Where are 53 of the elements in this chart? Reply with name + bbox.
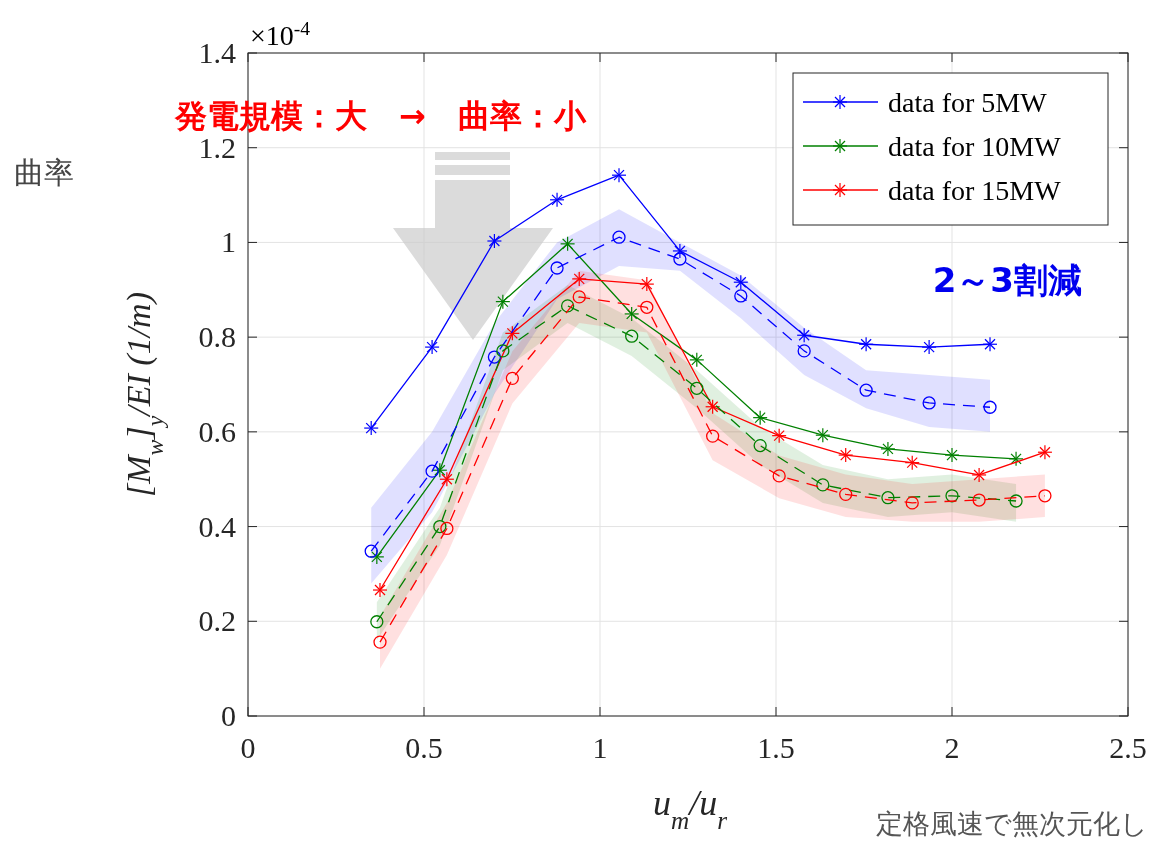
point <box>972 493 986 507</box>
point <box>370 615 384 629</box>
text: ×10$^{-4}$ <box>250 17 311 51</box>
point <box>612 230 626 244</box>
point <box>560 299 575 313</box>
point <box>705 429 720 443</box>
legend-label: data for 10MW <box>888 131 1062 162</box>
point <box>734 289 748 303</box>
point <box>505 371 519 385</box>
point <box>859 383 873 397</box>
y-tick-label: 0.6 <box>198 414 236 448</box>
point <box>922 396 936 410</box>
point <box>839 487 853 502</box>
point <box>797 344 811 358</box>
y-tick-label: 0 <box>221 699 236 732</box>
point <box>690 381 704 395</box>
point <box>433 519 447 534</box>
legend-label: data for 15MW <box>888 175 1062 206</box>
y-tick-label: 0.8 <box>198 320 236 354</box>
point <box>945 489 959 503</box>
x-tick-label: 1.5 <box>757 731 795 764</box>
point <box>364 544 378 558</box>
point <box>425 464 439 478</box>
point <box>640 300 654 314</box>
x-axis-title: u$_{m}$/u$_{r}$ <box>652 783 728 834</box>
x-tick-label: 0.5 <box>405 731 443 764</box>
point <box>905 496 919 510</box>
y-tick-label: 1 <box>221 225 236 259</box>
point <box>1009 494 1023 508</box>
text: 定格風速で無次元化し <box>876 808 1148 839</box>
point <box>440 521 454 536</box>
point <box>753 438 767 453</box>
point <box>487 350 502 364</box>
y-tick-label: 0.2 <box>198 604 236 638</box>
point <box>625 329 639 343</box>
text: 曲率 <box>14 155 74 190</box>
point <box>673 252 687 266</box>
annotation: 2～3割減 <box>932 260 1082 300</box>
legend-label: data for 5MW <box>888 87 1048 118</box>
x-tick-label: 1 <box>592 731 608 764</box>
y-tick-label: 0.4 <box>198 509 236 543</box>
x-tick-label: 2.5 <box>1109 731 1147 764</box>
point <box>772 469 786 483</box>
point <box>983 400 997 414</box>
point <box>572 290 586 304</box>
point <box>373 635 387 649</box>
point <box>496 344 510 358</box>
point <box>881 491 895 505</box>
point <box>816 478 830 492</box>
x-tick-label: 2 <box>944 731 960 764</box>
y-tick-label: 1.4 <box>198 36 236 69</box>
point <box>550 261 564 275</box>
point <box>1038 489 1052 503</box>
